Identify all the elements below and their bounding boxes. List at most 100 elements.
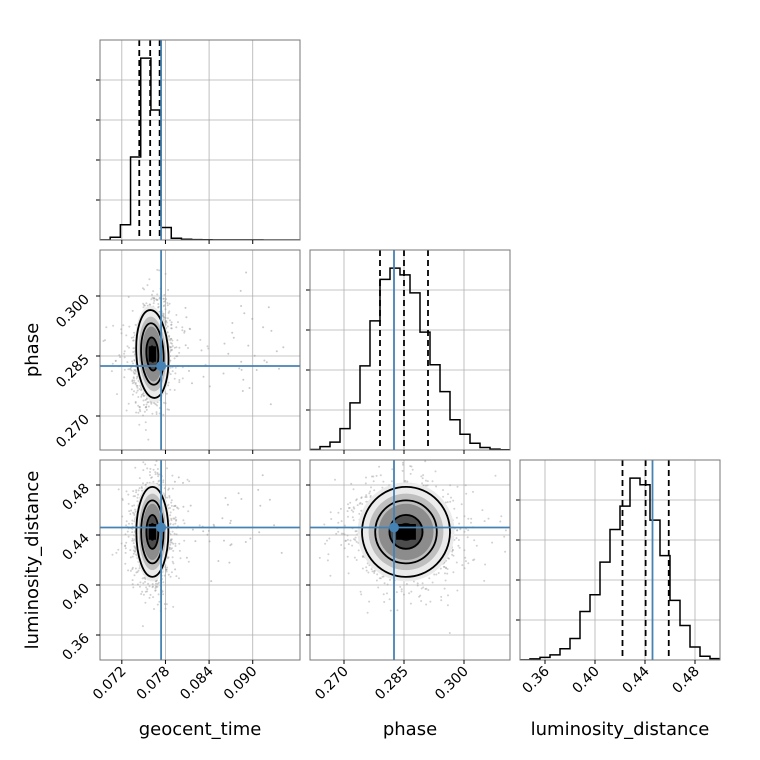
sample-point (125, 520, 128, 523)
sample-point (165, 603, 168, 606)
sample-point (127, 402, 130, 405)
sample-point (154, 589, 157, 592)
sample-point (140, 389, 143, 392)
sample-point (349, 539, 352, 542)
sample-point (133, 514, 136, 516)
sample-point (133, 390, 135, 393)
sample-point (123, 376, 126, 379)
sample-point (145, 403, 148, 406)
sample-point (127, 502, 130, 505)
sample-point (135, 553, 137, 556)
sample-point (377, 586, 380, 589)
contour-line (135, 309, 170, 399)
sample-point (132, 539, 135, 542)
sample-point (175, 346, 178, 349)
sample-point (174, 542, 177, 545)
sample-point (145, 302, 148, 305)
sample-point (149, 471, 151, 473)
sample-point (346, 555, 349, 558)
sample-point (134, 567, 137, 570)
sample-point (143, 288, 146, 291)
sample-point (156, 298, 159, 301)
sample-point (121, 499, 124, 501)
sample-point (372, 475, 375, 478)
sample-point (188, 480, 191, 483)
sample-point (242, 378, 245, 381)
sample-point (153, 299, 156, 302)
sample-point (133, 331, 136, 334)
sample-point (368, 492, 371, 495)
sample-point (128, 522, 130, 525)
sample-point (128, 510, 131, 513)
sample-point (175, 518, 178, 521)
sample-point (163, 316, 166, 319)
sample-point (154, 585, 157, 588)
sample-point (360, 509, 363, 512)
sample-point (191, 382, 193, 385)
sample-point (473, 558, 476, 561)
sample-point (169, 388, 172, 391)
sample-point (152, 468, 155, 471)
sample-point (171, 530, 174, 533)
sample-point (152, 297, 155, 299)
sample-point (337, 521, 340, 524)
sample-point (172, 605, 175, 608)
sample-point (355, 499, 358, 502)
contour-line (145, 514, 160, 550)
sample-point (434, 470, 437, 473)
sample-point (435, 485, 438, 488)
sample-point (133, 359, 136, 362)
sample-point (458, 546, 461, 549)
sample-point (172, 523, 175, 526)
sample-point (402, 593, 405, 596)
sample-point (155, 586, 158, 589)
sample-point (167, 573, 170, 576)
sample-point (145, 408, 148, 411)
panel-content (310, 446, 510, 660)
sample-point (355, 530, 358, 533)
sample-point (178, 351, 181, 354)
sample-point (156, 468, 159, 470)
sample-point (168, 310, 171, 313)
sample-point (125, 409, 128, 412)
sample-point (123, 350, 126, 353)
sample-point (352, 506, 355, 509)
sample-point (369, 494, 372, 497)
sample-point (114, 359, 117, 362)
sample-point (421, 482, 424, 485)
sample-point (170, 519, 173, 522)
sample-point (136, 375, 139, 378)
sample-point (412, 446, 414, 448)
sample-point (142, 399, 145, 402)
sample-point (165, 570, 168, 573)
sample-point (115, 551, 118, 554)
sample-point (171, 370, 174, 373)
sample-point (173, 532, 176, 535)
sample-point (120, 542, 123, 545)
sample-point (184, 344, 187, 347)
sample-point (134, 401, 137, 404)
sample-point (400, 590, 403, 593)
sample-point (175, 355, 178, 358)
sample-point (455, 537, 458, 540)
panel-frame (99, 249, 301, 451)
sample-point (327, 553, 330, 556)
sample-point (418, 595, 421, 598)
sample-point (148, 278, 151, 281)
sample-point (226, 503, 229, 506)
sample-point (191, 528, 194, 531)
sample-point (157, 303, 160, 305)
sample-point (169, 366, 172, 369)
sample-point (139, 585, 141, 588)
sample-point (390, 480, 393, 483)
sample-point (217, 560, 220, 562)
sample-point (168, 335, 171, 338)
sample-point (183, 330, 186, 333)
sample-point (381, 486, 384, 489)
sample-point (154, 471, 157, 474)
sample-point (131, 579, 134, 582)
sample-point (144, 484, 147, 487)
sample-point (132, 339, 135, 342)
sample-point (237, 492, 240, 495)
sample-point (163, 487, 166, 490)
